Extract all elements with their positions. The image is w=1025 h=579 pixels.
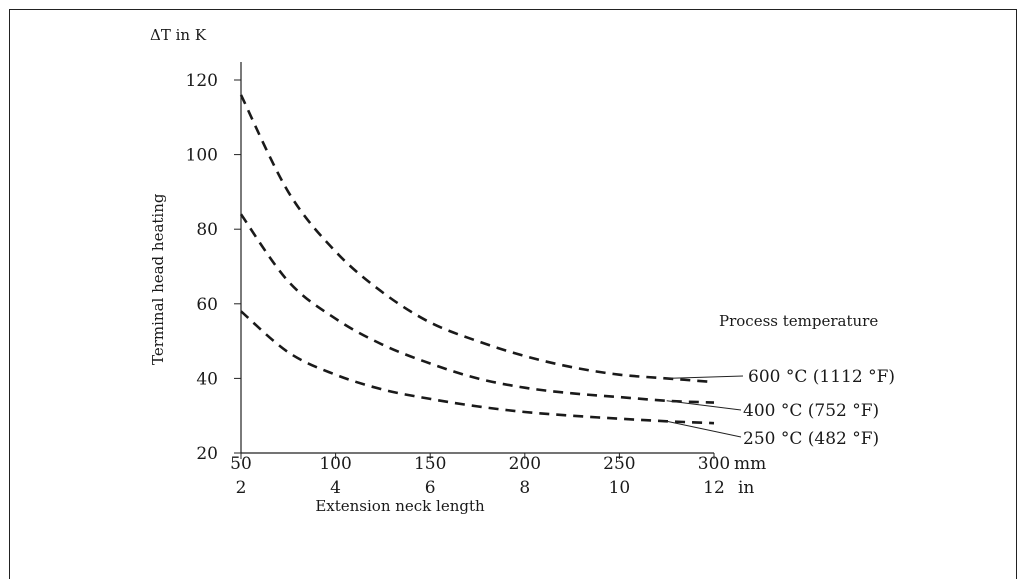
- y-tick-label: 80: [196, 220, 218, 240]
- x-tick-label-in: 4: [330, 478, 341, 498]
- series-line-1: [239, 213, 715, 404]
- series-label: 400 °C (752 °F): [743, 401, 879, 421]
- x-tick-label-mm: 150: [414, 454, 446, 474]
- y-tick-label: 20: [196, 444, 218, 464]
- series-label: 600 °C (1112 °F): [748, 367, 895, 387]
- x-tick-label-mm: 100: [319, 454, 351, 474]
- y-tick-label: 60: [196, 295, 218, 315]
- x-tick-label-mm: 200: [509, 454, 541, 474]
- legend-title: Process temperature: [719, 312, 878, 330]
- figure-frame: [9, 9, 1017, 579]
- y-tick-label: 40: [196, 369, 218, 389]
- x-unit-mm: mm: [734, 454, 766, 474]
- y-unit-label: ΔT in K: [150, 26, 207, 44]
- x-tick-label-mm: 300: [698, 454, 730, 474]
- y-axis-title: Terminal head heating: [149, 193, 167, 365]
- x-tick-label-mm: 50: [230, 454, 252, 474]
- x-tick-label-mm: 250: [603, 454, 635, 474]
- x-tick-label-in: 12: [703, 478, 725, 498]
- series-line-2: [240, 310, 715, 425]
- y-tick-label: 120: [186, 71, 218, 91]
- series-label: 250 °C (482 °F): [743, 429, 879, 449]
- series-leader-line: [666, 375, 744, 379]
- series-leader-line: [666, 400, 742, 411]
- x-unit-in: in: [738, 478, 754, 498]
- x-tick-label-in: 8: [519, 478, 530, 498]
- series-line-0: [239, 94, 715, 384]
- chart: ΔT in K Terminal head heating Extension …: [149, 26, 895, 515]
- x-tick-label-in: 10: [609, 478, 631, 498]
- y-tick-label: 100: [186, 146, 218, 166]
- x-axis-title: Extension neck length: [315, 497, 485, 515]
- x-tick-label-in: 2: [236, 478, 247, 498]
- x-tick-label-in: 6: [425, 478, 436, 498]
- series-layer: [239, 94, 715, 425]
- series-leader-line: [666, 420, 742, 438]
- legend-layer: 600 °C (1112 °F) 400 °C (752 °F) 250 °C (4…: [666, 367, 895, 449]
- axes: 20 40 60 80 100 120 50 2 100 4 150 6 200 8 250 10 300 12: [186, 62, 730, 498]
